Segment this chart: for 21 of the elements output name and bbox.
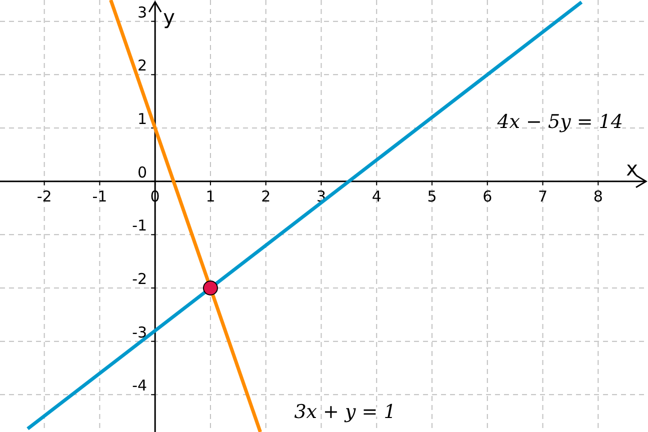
x-tick-label: 5: [427, 187, 437, 206]
y-axis-title: y: [163, 5, 176, 29]
x-tick-label: -1: [92, 187, 108, 206]
y-tick-label: -2: [132, 270, 148, 288]
y-tick-label: -4: [132, 376, 148, 395]
y-tick-label: 0: [138, 163, 148, 182]
x-tick-label: -2: [36, 187, 52, 206]
y-tick-label: 3: [138, 3, 148, 22]
y-tick-label: 2: [138, 56, 148, 75]
x-tick-label: 7: [538, 187, 548, 206]
annotation: 3x + y = 1: [294, 401, 396, 423]
x-tick-label: 1: [206, 187, 216, 206]
x-tick-label: 2: [261, 187, 271, 206]
annotation: 4x − 5y = 14: [496, 111, 623, 133]
y-tick-label: -3: [132, 323, 148, 342]
y-tick-label: 1: [138, 110, 148, 128]
x-tick-label: 6: [482, 187, 492, 206]
x-tick-label: 8: [593, 187, 603, 206]
y-tick-label: -1: [132, 216, 148, 235]
x-axis-title: x: [626, 156, 638, 180]
x-tick-label: 4: [372, 187, 382, 206]
